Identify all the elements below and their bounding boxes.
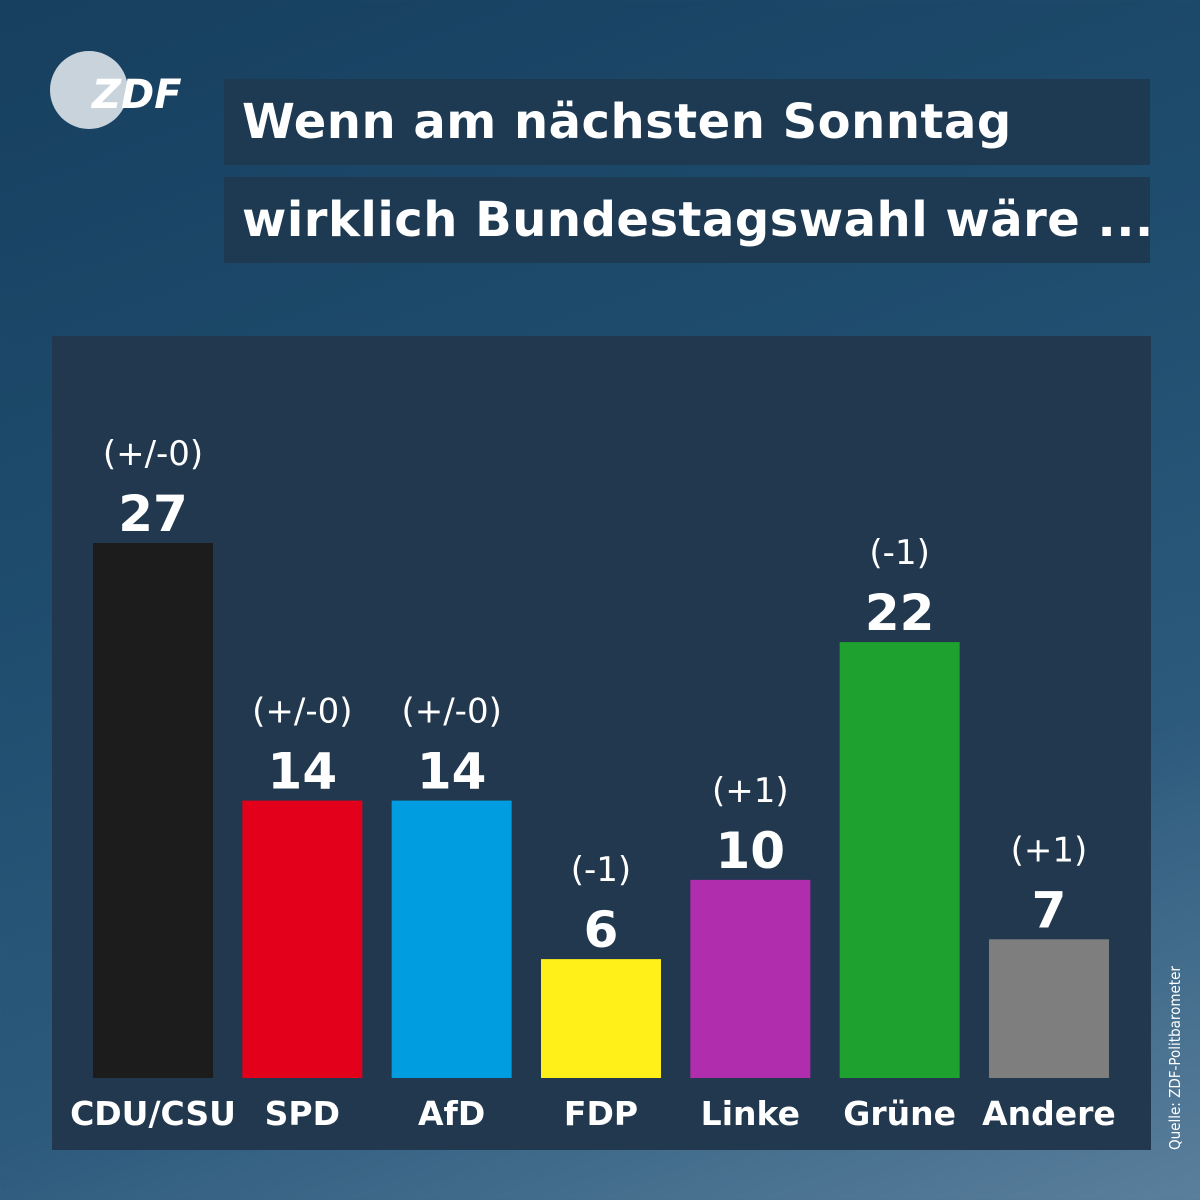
page-title-line-2: wirklich Bundestagswahl wäre ... (224, 177, 1153, 263)
bar-change-label: (+1) (712, 771, 789, 811)
bar-value-label: 27 (118, 485, 188, 543)
source-text: Quelle: ZDF-Politbarometer (1166, 966, 1184, 1150)
bar (242, 800, 363, 1078)
page-title-line-1: Wenn am nächsten Sonntag (224, 79, 1150, 165)
category-label: CDU/CSU (70, 1094, 236, 1133)
bar-chart: 27 (+/-0) CDU/CSU 14 (+/-0) SPD 14 (+/-0) AfD 6 (-… (70, 434, 1116, 1133)
bar-value-label: 14 (417, 743, 487, 801)
bar-value-label: 22 (865, 584, 935, 642)
bar-value-label: 10 (716, 822, 786, 880)
bar-value-label: 7 (1032, 881, 1067, 939)
category-label: AfD (418, 1094, 485, 1133)
bar-change-label: (+/-0) (401, 692, 501, 732)
bar-change-label: (+/-0) (252, 692, 352, 732)
bar-value-label: 6 (584, 901, 619, 959)
category-label: Andere (982, 1094, 1116, 1133)
zdf-logo: ZDF (50, 50, 190, 130)
bar (391, 800, 512, 1078)
bar (690, 879, 811, 1078)
zdf-logo-icon: ZDF (50, 51, 182, 129)
category-label: SPD (265, 1094, 340, 1133)
source-note: Quelle: ZDF-Politbarometer (1163, 918, 1200, 1150)
category-label: FDP (564, 1094, 638, 1133)
bar (839, 642, 960, 1078)
zdf-logo-text: ZDF (90, 72, 182, 118)
category-label: Grüne (843, 1094, 956, 1133)
bar-value-label: 14 (268, 743, 338, 801)
category-label: Linke (701, 1094, 800, 1133)
bar-change-label: (+1) (1011, 830, 1088, 870)
chart-panel: 27 (+/-0) CDU/CSU 14 (+/-0) SPD 14 (+/-0) AfD 6 (-… (52, 336, 1151, 1150)
bar (988, 939, 1109, 1078)
bar-change-label: (-1) (571, 850, 631, 890)
bar (540, 959, 661, 1078)
bar-change-label: (+/-0) (103, 434, 203, 474)
bar (93, 543, 213, 1078)
bar-change-label: (-1) (869, 533, 929, 573)
